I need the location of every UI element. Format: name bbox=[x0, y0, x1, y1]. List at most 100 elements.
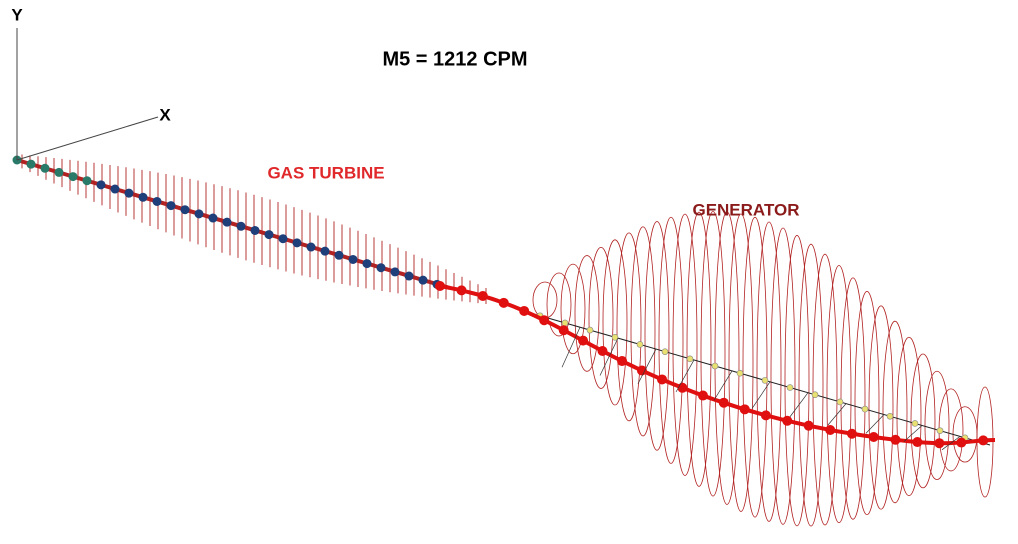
deflected-node bbox=[519, 305, 530, 316]
deflection-link bbox=[865, 414, 885, 434]
generator-whirl bbox=[910, 353, 936, 489]
deflection-link bbox=[637, 348, 657, 384]
deflected-node bbox=[739, 404, 750, 415]
generator-whirl bbox=[924, 370, 950, 481]
station-node bbox=[861, 405, 869, 413]
generator-whirl bbox=[798, 243, 824, 527]
deflected-node bbox=[435, 281, 445, 291]
generator-whirl bbox=[826, 265, 852, 524]
mode-title: M5 = 1212 CPM bbox=[382, 48, 527, 70]
station-node bbox=[811, 391, 819, 399]
generator-whirl bbox=[742, 216, 768, 518]
deflected-node bbox=[912, 437, 923, 448]
turbine-node bbox=[166, 201, 176, 211]
turbine-node bbox=[68, 172, 78, 182]
turbine-node bbox=[40, 163, 50, 173]
deflection-link bbox=[599, 337, 619, 376]
deflected-node bbox=[697, 390, 708, 401]
turbine-node bbox=[180, 205, 190, 215]
x-axis bbox=[16, 116, 159, 161]
station-node bbox=[611, 333, 619, 341]
station-node bbox=[736, 369, 744, 377]
turbine-node bbox=[292, 238, 302, 248]
generator-whirl bbox=[868, 305, 894, 510]
station-node bbox=[586, 326, 594, 334]
generator-whirl bbox=[756, 221, 782, 522]
deflection-link bbox=[713, 370, 733, 401]
turbine-node bbox=[264, 230, 274, 240]
generator-whirl bbox=[546, 272, 572, 337]
deflected-node bbox=[978, 435, 989, 446]
deflected-node bbox=[803, 420, 814, 431]
generator-label: GENERATOR bbox=[692, 200, 799, 219]
generator-whirl bbox=[854, 290, 880, 516]
generator-whirl bbox=[700, 211, 726, 497]
station-node bbox=[786, 384, 794, 391]
deflected-node bbox=[718, 397, 729, 408]
turbine-node bbox=[250, 225, 260, 235]
station-node bbox=[711, 362, 719, 370]
station-node bbox=[836, 398, 844, 406]
deflected-node bbox=[890, 434, 901, 445]
y-axis-label: Y bbox=[11, 5, 23, 24]
deflected-node bbox=[846, 428, 857, 439]
generator-whirl bbox=[616, 232, 642, 422]
generator-whirl bbox=[686, 211, 712, 487]
generator-centerline bbox=[519, 309, 991, 446]
generator-whirl bbox=[672, 213, 698, 476]
deflection-link bbox=[903, 425, 923, 442]
deflected-node bbox=[956, 437, 967, 448]
turbine-node bbox=[306, 242, 316, 252]
deflected-node bbox=[825, 424, 836, 435]
deflected-node bbox=[558, 325, 569, 336]
rotor-geometry bbox=[12, 154, 996, 527]
generator-whirl bbox=[728, 213, 754, 512]
station-node bbox=[936, 427, 944, 434]
generator-whirl bbox=[644, 221, 670, 451]
deflected-node bbox=[868, 431, 879, 442]
station-node bbox=[661, 348, 669, 355]
turbine-node bbox=[124, 188, 134, 198]
deflection-link bbox=[941, 436, 961, 451]
deflected-node bbox=[760, 410, 771, 421]
deflected-node bbox=[617, 356, 628, 367]
generator-whirl bbox=[840, 277, 866, 520]
turbine-node bbox=[390, 267, 400, 277]
generator-whirl bbox=[770, 227, 796, 525]
turbine-node bbox=[278, 234, 288, 244]
station-node bbox=[761, 377, 769, 384]
turbine-node bbox=[236, 221, 246, 231]
turbine-node bbox=[208, 213, 218, 223]
turbine-node bbox=[320, 246, 330, 256]
deflected-node bbox=[677, 382, 688, 393]
deflection-link bbox=[751, 381, 771, 409]
generator-whirl bbox=[714, 211, 740, 505]
turbine-node bbox=[334, 250, 344, 260]
deflected-node bbox=[657, 374, 668, 385]
deflected-node bbox=[456, 285, 467, 296]
turbine-node bbox=[82, 176, 92, 186]
turbine-node bbox=[362, 259, 372, 269]
turbine-node bbox=[26, 159, 36, 169]
turbine-node bbox=[110, 184, 120, 194]
station-node bbox=[561, 319, 569, 327]
deflected-node bbox=[477, 290, 488, 301]
turbine-node bbox=[152, 196, 162, 206]
deflected-node bbox=[578, 335, 589, 346]
station-node bbox=[911, 420, 919, 427]
generator-whirl bbox=[658, 216, 684, 464]
deflected-node bbox=[636, 365, 647, 376]
generator-whirl bbox=[784, 235, 810, 527]
deflected-node bbox=[597, 345, 608, 356]
turbine-node bbox=[348, 254, 358, 264]
generator-whirl bbox=[560, 263, 586, 355]
turbine-node bbox=[404, 271, 414, 281]
deflection-link bbox=[561, 327, 581, 368]
generator-whirl bbox=[630, 226, 656, 437]
deflected-node bbox=[934, 438, 945, 449]
station-node bbox=[686, 355, 694, 363]
turbine-node bbox=[96, 180, 106, 190]
